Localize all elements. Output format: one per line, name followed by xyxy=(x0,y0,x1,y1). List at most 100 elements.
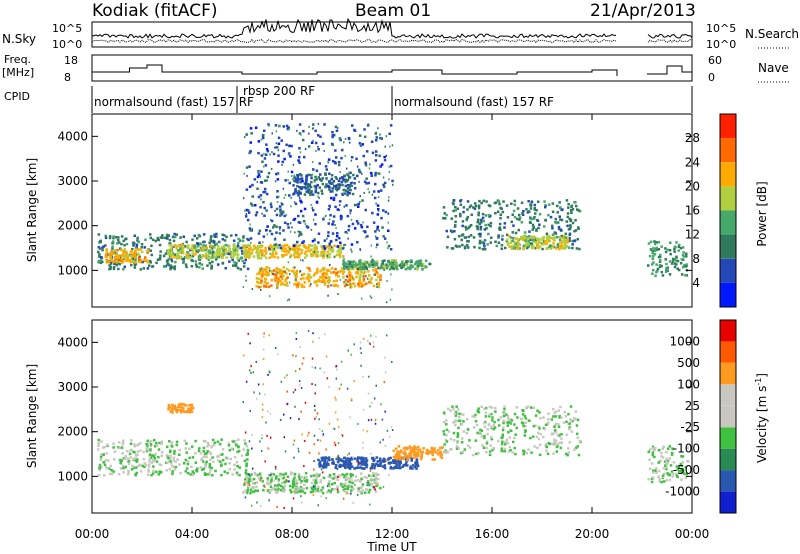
heatmap-cell xyxy=(123,457,127,460)
noise-cell xyxy=(244,431,247,434)
heatmap-cell xyxy=(179,245,183,248)
heatmap-cell xyxy=(671,260,675,263)
heatmap-cell xyxy=(261,160,264,163)
noise-cell xyxy=(370,255,372,258)
heatmap-cell xyxy=(562,421,566,424)
heatmap-cell xyxy=(358,281,361,284)
heatmap-cell xyxy=(226,252,230,255)
heatmap-cell xyxy=(651,451,655,454)
colorbar-swatch xyxy=(720,448,736,471)
heatmap-cell xyxy=(397,466,401,469)
heatmap-cell xyxy=(177,408,180,412)
noise-cell xyxy=(253,391,255,394)
heatmap-cell xyxy=(219,464,223,467)
heatmap-cell xyxy=(301,214,305,218)
noise-cell xyxy=(373,397,376,400)
heatmap-cell xyxy=(308,267,311,270)
heatmap-cell xyxy=(242,249,246,252)
heatmap-cell xyxy=(531,228,534,231)
heatmap-cell xyxy=(482,446,486,449)
heatmap-cell xyxy=(98,464,102,467)
heatmap-cell xyxy=(163,265,166,268)
heatmap-cell xyxy=(376,272,379,275)
noise-cell xyxy=(292,354,294,357)
noise-cell xyxy=(274,347,277,349)
noise-cell xyxy=(376,286,378,288)
heatmap-cell xyxy=(324,457,327,461)
heatmap-cell xyxy=(126,473,130,476)
heatmap-cell xyxy=(486,243,489,246)
heatmap-cell xyxy=(516,217,519,221)
heatmap-cell xyxy=(444,217,447,220)
heatmap-cell xyxy=(511,231,514,234)
heatmap-cell xyxy=(508,420,511,424)
heatmap-cell xyxy=(494,406,497,410)
heatmap-cell xyxy=(266,272,269,275)
heatmap-cell xyxy=(261,251,264,255)
heatmap-cell xyxy=(122,268,125,271)
heatmap-cell xyxy=(295,269,299,273)
noise-cell xyxy=(271,132,273,135)
noise-cell xyxy=(277,149,280,152)
heatmap-cell xyxy=(350,275,354,278)
heatmap-cell xyxy=(310,248,313,251)
heatmap-cell xyxy=(344,466,347,469)
heatmap-cell xyxy=(108,472,112,476)
heatmap-cell xyxy=(267,266,271,270)
heatmap-cell xyxy=(371,151,375,155)
heatmap-cell xyxy=(300,285,303,288)
noise-cell xyxy=(387,199,390,202)
heatmap-cell xyxy=(320,179,323,182)
heatmap-cell xyxy=(308,273,311,277)
heatmap-cell xyxy=(653,249,657,253)
heatmap-cell xyxy=(402,263,406,267)
heatmap-cell xyxy=(544,218,547,222)
heatmap-cell xyxy=(133,250,137,253)
heatmap-cell xyxy=(202,467,205,471)
heatmap-cell xyxy=(343,174,347,178)
heatmap-cell xyxy=(148,264,151,267)
heatmap-cell xyxy=(112,236,115,240)
heatmap-cell xyxy=(109,464,112,468)
heatmap-cell xyxy=(332,473,336,476)
heatmap-cell xyxy=(296,252,299,256)
heatmap-cell xyxy=(463,245,467,249)
heatmap-cell xyxy=(456,433,460,437)
heatmap-cell xyxy=(459,203,463,206)
heatmap-cell xyxy=(294,246,297,249)
heatmap-cell xyxy=(246,209,250,212)
heatmap-cell xyxy=(363,463,367,466)
heatmap-cell xyxy=(193,253,196,256)
heatmap-cell xyxy=(169,267,172,271)
noise-cell xyxy=(274,209,276,212)
heatmap-cell xyxy=(483,407,486,411)
heatmap-cell xyxy=(346,487,350,490)
heatmap-cell xyxy=(117,472,121,476)
heatmap-cell xyxy=(356,270,360,274)
heatmap-cell xyxy=(240,454,244,457)
heatmap-cell xyxy=(236,244,240,247)
heatmap-cell xyxy=(487,223,490,227)
heatmap-cell xyxy=(266,482,270,485)
noise-cell xyxy=(388,196,390,199)
heatmap-cell xyxy=(213,240,216,243)
heatmap-cell xyxy=(476,220,480,224)
heatmap-cell xyxy=(170,441,174,444)
heatmap-cell xyxy=(515,406,519,409)
heatmap-cell xyxy=(237,241,240,245)
heatmap-cell xyxy=(462,413,465,416)
heatmap-cell xyxy=(209,248,213,252)
heatmap-cell xyxy=(331,135,334,139)
heatmap-cell xyxy=(258,241,261,244)
heatmap-cell xyxy=(285,243,289,247)
heatmap-cell xyxy=(330,250,333,253)
noise-cell xyxy=(347,349,349,352)
heatmap-cell xyxy=(668,445,672,448)
noise-cell xyxy=(245,380,248,383)
heatmap-cell xyxy=(142,450,145,454)
heatmap-cell xyxy=(139,260,142,264)
heatmap-cell xyxy=(409,260,413,264)
heatmap-cell xyxy=(270,476,273,479)
heatmap-cell xyxy=(284,247,288,250)
heatmap-cell xyxy=(260,279,263,283)
